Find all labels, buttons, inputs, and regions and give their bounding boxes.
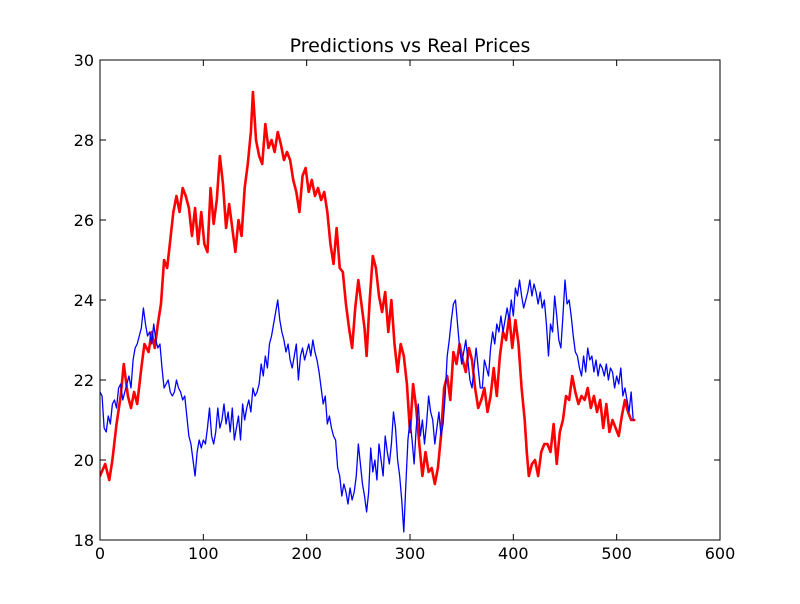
y-tick-label: 30	[74, 51, 94, 70]
x-tick-label: 200	[291, 544, 322, 563]
x-tick-label: 600	[705, 544, 736, 563]
y-tick-label: 24	[74, 291, 94, 310]
plot-area	[100, 90, 636, 533]
y-tick-label: 22	[74, 371, 94, 390]
series-line-1	[100, 90, 636, 486]
series-lines	[100, 90, 636, 533]
series-line-2	[100, 279, 634, 533]
y-tick-label: 26	[74, 211, 94, 230]
chart-title: Predictions vs Real Prices	[290, 35, 531, 57]
y-tick-label: 18	[74, 531, 94, 550]
axes: 0 100 200 300 400 500 600 18 20 22 24 26 28 30	[74, 51, 736, 563]
y-tick-label: 28	[74, 131, 94, 150]
x-tick-label: 500	[601, 544, 632, 563]
x-tick-label: 400	[498, 544, 529, 563]
x-tick-label: 300	[395, 544, 426, 563]
x-tick-label: 0	[95, 544, 105, 563]
x-tick-label: 100	[188, 544, 219, 563]
y-tick-label: 20	[74, 451, 94, 470]
